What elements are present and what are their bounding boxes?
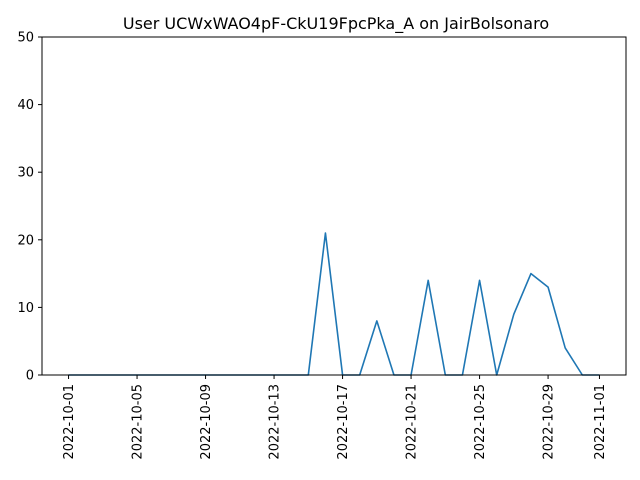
x-tick-label: 2022-10-09 (199, 384, 214, 460)
y-tick-label: 20 (17, 233, 34, 248)
x-tick-label: 2022-10-21 (405, 384, 420, 460)
y-tick-label: 0 (26, 369, 34, 384)
x-tick-label: 2022-10-17 (336, 384, 351, 460)
chart-title: User UCWxWAO4pF-CkU19FpcPka_A on JairBol… (123, 14, 549, 34)
axes-frame (41, 36, 627, 376)
x-tick-label: 2022-10-05 (131, 384, 146, 460)
x-tick-label: 2022-10-25 (473, 384, 488, 460)
y-tick-label: 30 (17, 166, 34, 181)
y-tick-label: 10 (17, 301, 34, 316)
y-tick-label: 50 (17, 31, 34, 46)
y-axis: 0 10 20 30 40 50 (17, 31, 42, 384)
x-axis: 2022-10-01 2022-10-05 2022-10-09 2022-10-13… (62, 375, 608, 460)
series-line (68, 232, 600, 376)
x-tick-label: 2022-10-13 (268, 384, 283, 460)
y-tick-label: 40 (17, 98, 34, 113)
x-tick-label: 2022-11-01 (593, 384, 608, 460)
plot-area (68, 232, 600, 376)
x-tick-label: 2022-10-01 (62, 384, 77, 460)
x-tick-label: 2022-10-29 (542, 384, 557, 460)
